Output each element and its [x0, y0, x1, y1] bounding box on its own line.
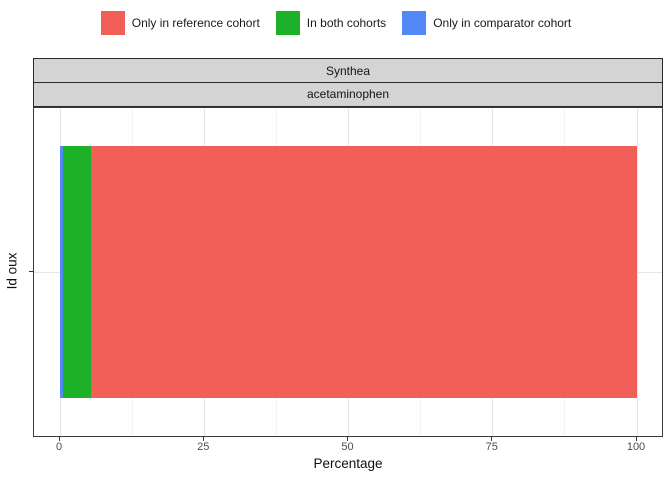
legend-label: Only in reference cohort — [131, 15, 260, 30]
bar-segment-only-in-comparator-cohort — [60, 146, 63, 398]
x-tick-label: 0 — [55, 441, 63, 453]
bar-segment-in-both-cohorts — [62, 146, 92, 398]
x-axis-tick-mark — [491, 436, 493, 441]
legend: Only in reference cohort In both cohorts… — [0, 9, 672, 36]
facet-strip-dataset: Synthea — [33, 58, 663, 83]
facet-strip-dataset-label: Synthea — [325, 63, 371, 78]
x-tick-label: 75 — [485, 441, 498, 453]
comparator-color-swatch-icon — [402, 10, 427, 35]
legend-item-comparator: Only in comparator cohort — [402, 10, 572, 35]
bar-segment-only-in-reference-cohort — [91, 146, 637, 398]
x-tick-label: 25 — [197, 441, 210, 453]
legend-item-both: In both cohorts — [275, 10, 387, 35]
plot-panel — [33, 107, 663, 437]
facet-strip-drug-label: acetaminophen — [306, 87, 390, 102]
y-axis-tick-mark — [28, 270, 33, 272]
x-axis-tick-mark — [635, 436, 637, 441]
legend-label: In both cohorts — [306, 15, 387, 30]
legend-label: Only in comparator cohort — [433, 15, 572, 30]
stacked-bar — [60, 146, 637, 398]
x-axis-tick-mark — [202, 436, 204, 441]
y-axis-title: Id oux — [4, 252, 20, 290]
both-color-swatch-icon — [275, 10, 300, 35]
legend-item-reference: Only in reference cohort — [100, 10, 260, 35]
reference-color-swatch-icon — [100, 10, 125, 35]
facet-strip-drug: acetaminophen — [33, 81, 663, 107]
x-axis-tick-mark — [347, 436, 348, 441]
x-tick-label: 100 — [626, 441, 646, 453]
x-axis-tick-mark — [58, 436, 60, 441]
x-axis-title: Percentage — [313, 456, 383, 471]
x-tick-label: 50 — [341, 441, 354, 453]
